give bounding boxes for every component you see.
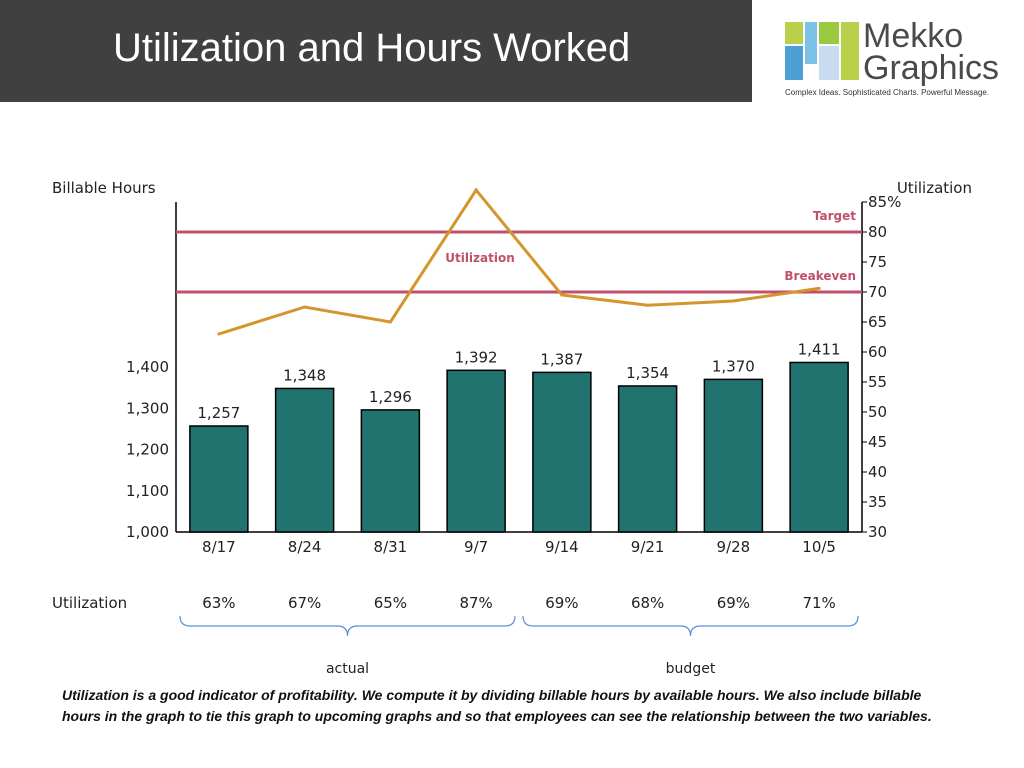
left-tick-label: 1,100: [126, 482, 169, 500]
bar-9-7: [446, 369, 506, 533]
utilization-point: [303, 305, 307, 309]
utilization-row-value: 67%: [287, 594, 322, 612]
slide-title: Utilization and Hours Worked: [113, 26, 631, 70]
bar-data-label: 1,411: [798, 340, 841, 358]
title-bar: Utilization and Hours Worked: [0, 0, 752, 102]
logo-block: [819, 46, 839, 80]
left-tick-label: 1,000: [126, 523, 169, 541]
utilization-row-value: 68%: [630, 594, 665, 612]
x-tick-label: 9/28: [717, 538, 751, 556]
utilization-row-value: 63%: [202, 594, 236, 612]
x-tick-label: 8/17: [202, 538, 236, 556]
right-tick-label: 70: [868, 283, 887, 301]
logo-block: [785, 22, 803, 44]
right-tick-label: 40: [868, 463, 887, 481]
left-tick-label: 1,200: [126, 441, 169, 459]
footnote: Utilization is a good indicator of profi…: [62, 687, 932, 724]
x-tick-label: 10/5: [802, 538, 836, 556]
utilization-point: [217, 332, 221, 336]
logo-name-line1: Mekko: [863, 17, 964, 55]
right-tick-label: 85%: [868, 193, 901, 211]
bar-9-14: [532, 371, 592, 533]
logo-block: [819, 22, 839, 44]
utilization-point: [560, 293, 564, 297]
utilization-point: [388, 320, 392, 324]
x-tick-label: 9/21: [631, 538, 665, 556]
right-tick-label: 45: [868, 433, 887, 451]
logo-name-line2: Graphics: [863, 49, 1000, 87]
group-label-budget: budget: [666, 661, 716, 677]
x-tick-label: 9/14: [545, 538, 579, 556]
brace-budget: [522, 615, 859, 637]
logo-tagline: Complex Ideas. Sophisticated Charts. Pow…: [785, 88, 990, 97]
bar-data-label: 1,348: [283, 366, 326, 384]
right-tick-label: 65: [868, 313, 887, 331]
utilization-row-value: 69%: [545, 594, 579, 612]
left-tick-label: 1,400: [126, 358, 169, 376]
utilization-row-values: 63% 67% 65% 87% 69% 68% 69% 71%: [0, 594, 1024, 614]
x-tick-label: 8/24: [288, 538, 322, 556]
x-tick-label: 9/7: [464, 538, 488, 556]
utilization-row-value: 87%: [459, 594, 493, 612]
bar-8-17: [189, 425, 249, 533]
logo-mark-icon: [785, 22, 859, 80]
utilization-point: [731, 299, 735, 303]
brace-actual: [179, 615, 516, 637]
right-tick-label: 35: [868, 493, 887, 511]
reference-label-target: Target: [813, 209, 856, 223]
bar-data-label: 1,296: [369, 388, 412, 406]
bar-9-21: [617, 385, 678, 533]
bar-data-label: 1,370: [712, 357, 755, 375]
utilization-row-value: 71%: [802, 594, 836, 612]
utilization-line-label: Utilization: [445, 251, 515, 265]
bar-data-label: 1,354: [626, 364, 669, 382]
bar-9-28: [703, 378, 764, 533]
utilization-point: [817, 286, 821, 290]
bar-data-label: 1,387: [540, 350, 583, 368]
right-tick-label: 55: [868, 373, 887, 391]
right-tick-label: 75: [868, 253, 887, 271]
bar-8-24: [274, 387, 335, 533]
utilization-point: [646, 303, 650, 307]
utilization-line: [218, 187, 820, 336]
right-tick-label: 80: [868, 223, 887, 241]
utilization-point: [474, 188, 478, 192]
group-label-actual: actual: [326, 661, 369, 677]
right-axis-title: Utilization: [897, 179, 972, 197]
left-tick-label: 1,300: [126, 399, 169, 417]
logo-name: Mekko Graphics: [863, 17, 1003, 87]
utilization-row-value: 69%: [716, 594, 751, 612]
left-axis-title: Billable Hours: [52, 179, 156, 197]
bar-data-label: 1,392: [455, 348, 498, 366]
bar-8-31: [360, 409, 421, 533]
right-tick-label: 50: [868, 403, 887, 421]
logo-block: [785, 46, 803, 80]
bar-data-label: 1,257: [197, 404, 240, 422]
utilization-row-value: 65%: [373, 594, 408, 612]
bar-10-5: [789, 361, 849, 533]
logo-block: [805, 22, 817, 64]
mekko-graphics-logo: Mekko Graphics Complex Ideas. Sophistica…: [783, 18, 999, 102]
logo-block: [841, 22, 859, 80]
right-tick-label: 30: [868, 523, 887, 541]
x-tick-label: 8/31: [374, 538, 408, 556]
utilization-row-label: Utilization: [52, 594, 128, 612]
reference-label-breakeven: Breakeven: [784, 269, 856, 283]
right-tick-label: 60: [868, 343, 887, 361]
